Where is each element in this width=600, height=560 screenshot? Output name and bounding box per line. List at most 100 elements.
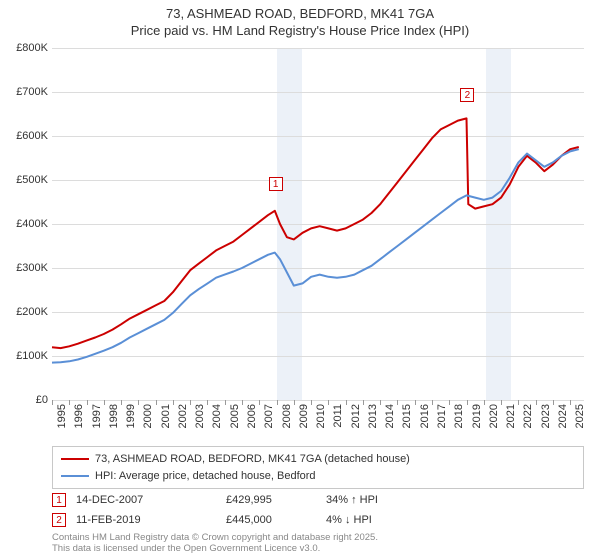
legend-item-price-paid: 73, ASHMEAD ROAD, BEDFORD, MK41 7GA (det… xyxy=(61,451,575,468)
chart-marker-1: 1 xyxy=(269,177,283,191)
transaction-date-2: 11-FEB-2019 xyxy=(76,514,216,526)
x-tick-mark xyxy=(190,400,191,405)
x-tick-mark xyxy=(467,400,468,405)
x-tick-mark xyxy=(294,400,295,405)
x-tick-mark xyxy=(380,400,381,405)
series-hpi xyxy=(52,149,579,362)
x-tick-mark xyxy=(449,400,450,405)
x-tick-mark xyxy=(536,400,537,405)
x-tick-label: 2024 xyxy=(557,404,569,428)
x-tick-label: 1996 xyxy=(73,404,85,428)
y-tick-label: £700K xyxy=(16,86,48,98)
x-tick-label: 2022 xyxy=(522,404,534,428)
x-tick-mark xyxy=(518,400,519,405)
x-tick-mark xyxy=(363,400,364,405)
x-tick-label: 2010 xyxy=(315,404,327,428)
y-tick-label: £800K xyxy=(16,42,48,54)
y-tick-label: £0 xyxy=(36,394,48,406)
transactions-table: 1 14-DEC-2007 £429,995 34% ↑ HPI 2 11-FE… xyxy=(52,490,584,530)
x-tick-mark xyxy=(484,400,485,405)
footer-line-2: This data is licensed under the Open Gov… xyxy=(52,543,584,554)
y-tick-label: £300K xyxy=(16,262,48,274)
x-tick-mark xyxy=(156,400,157,405)
y-tick-label: £400K xyxy=(16,218,48,230)
x-tick-mark xyxy=(415,400,416,405)
footer-line-1: Contains HM Land Registry data © Crown c… xyxy=(52,532,584,543)
legend-swatch-price-paid xyxy=(61,458,89,460)
transaction-row-1: 1 14-DEC-2007 £429,995 34% ↑ HPI xyxy=(52,490,584,510)
transaction-marker-2: 2 xyxy=(52,513,66,527)
x-tick-mark xyxy=(501,400,502,405)
y-tick-label: £500K xyxy=(16,174,48,186)
x-tick-mark xyxy=(87,400,88,405)
y-tick-label: £100K xyxy=(16,350,48,362)
x-tick-mark xyxy=(328,400,329,405)
x-tick-mark xyxy=(311,400,312,405)
x-tick-mark xyxy=(69,400,70,405)
x-tick-mark xyxy=(138,400,139,405)
x-tick-label: 2014 xyxy=(384,404,396,428)
transaction-row-2: 2 11-FEB-2019 £445,000 4% ↓ HPI xyxy=(52,510,584,530)
x-tick-label: 2019 xyxy=(471,404,483,428)
y-tick-label: £600K xyxy=(16,130,48,142)
x-tick-label: 2015 xyxy=(401,404,413,428)
x-tick-label: 2009 xyxy=(298,404,310,428)
transaction-delta-2: 4% ↓ HPI xyxy=(326,514,446,526)
title-line-1: 73, ASHMEAD ROAD, BEDFORD, MK41 7GA xyxy=(0,6,600,23)
x-tick-mark xyxy=(104,400,105,405)
x-tick-label: 2013 xyxy=(367,404,379,428)
x-tick-label: 2004 xyxy=(211,404,223,428)
x-tick-mark xyxy=(225,400,226,405)
x-tick-mark xyxy=(397,400,398,405)
x-tick-label: 1997 xyxy=(91,404,103,428)
x-tick-mark xyxy=(121,400,122,405)
legend-label-price-paid: 73, ASHMEAD ROAD, BEDFORD, MK41 7GA (det… xyxy=(95,451,410,468)
series-price_paid xyxy=(52,118,579,348)
x-tick-label: 2017 xyxy=(436,404,448,428)
chart-marker-2: 2 xyxy=(460,88,474,102)
x-tick-mark xyxy=(346,400,347,405)
transaction-marker-1: 1 xyxy=(52,493,66,507)
x-tick-label: 2007 xyxy=(263,404,275,428)
chart-container: 73, ASHMEAD ROAD, BEDFORD, MK41 7GA Pric… xyxy=(0,0,600,560)
x-tick-label: 1995 xyxy=(56,404,68,428)
x-tick-label: 2008 xyxy=(281,404,293,428)
gridline xyxy=(52,400,584,401)
x-tick-label: 2003 xyxy=(194,404,206,428)
x-tick-label: 2025 xyxy=(574,404,586,428)
x-tick-label: 2000 xyxy=(142,404,154,428)
transaction-price-2: £445,000 xyxy=(226,514,316,526)
x-tick-label: 2021 xyxy=(505,404,517,428)
transaction-delta-1: 34% ↑ HPI xyxy=(326,494,446,506)
y-tick-label: £200K xyxy=(16,306,48,318)
x-tick-mark xyxy=(173,400,174,405)
x-tick-mark xyxy=(432,400,433,405)
legend-swatch-hpi xyxy=(61,475,89,477)
x-tick-label: 2011 xyxy=(332,404,344,428)
chart-title-block: 73, ASHMEAD ROAD, BEDFORD, MK41 7GA Pric… xyxy=(0,0,600,40)
x-tick-label: 1999 xyxy=(125,404,137,428)
footer-attribution: Contains HM Land Registry data © Crown c… xyxy=(52,532,584,555)
x-tick-label: 2006 xyxy=(246,404,258,428)
x-tick-label: 2016 xyxy=(419,404,431,428)
x-tick-mark xyxy=(553,400,554,405)
x-tick-mark xyxy=(52,400,53,405)
legend-label-hpi: HPI: Average price, detached house, Bedf… xyxy=(95,468,316,485)
legend: 73, ASHMEAD ROAD, BEDFORD, MK41 7GA (det… xyxy=(52,446,584,489)
x-tick-mark xyxy=(259,400,260,405)
x-tick-mark xyxy=(207,400,208,405)
transaction-date-1: 14-DEC-2007 xyxy=(76,494,216,506)
legend-item-hpi: HPI: Average price, detached house, Bedf… xyxy=(61,468,575,485)
x-tick-mark xyxy=(242,400,243,405)
x-tick-label: 2002 xyxy=(177,404,189,428)
chart-svg xyxy=(52,48,584,400)
plot-area: £0£100K£200K£300K£400K£500K£600K£700K£80… xyxy=(52,48,584,400)
title-line-2: Price paid vs. HM Land Registry's House … xyxy=(0,23,600,40)
x-tick-label: 2020 xyxy=(488,404,500,428)
x-tick-label: 2001 xyxy=(160,404,172,428)
transaction-price-1: £429,995 xyxy=(226,494,316,506)
x-tick-label: 1998 xyxy=(108,404,120,428)
x-tick-label: 2012 xyxy=(350,404,362,428)
x-tick-label: 2023 xyxy=(540,404,552,428)
x-tick-label: 2005 xyxy=(229,404,241,428)
